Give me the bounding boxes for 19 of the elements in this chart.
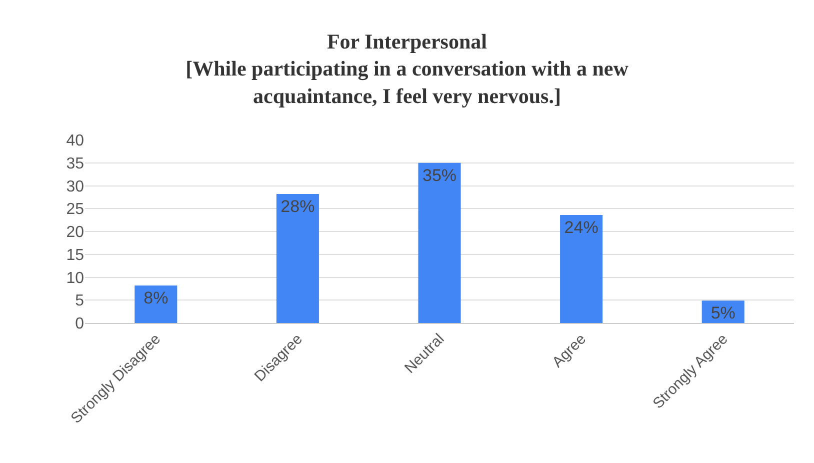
y-tick-label: 35	[66, 155, 84, 172]
data-label: 35%	[422, 166, 457, 185]
y-tick-label: 25	[66, 201, 84, 218]
data-label: 24%	[564, 218, 598, 238]
y-tick-label: 40	[66, 132, 84, 150]
y-tick-label: 15	[66, 246, 84, 264]
bar	[418, 162, 461, 323]
data-label: 8%	[144, 288, 168, 308]
bar	[560, 215, 603, 323]
data-label: 28%	[280, 196, 315, 216]
bar	[134, 285, 178, 323]
chart-title: For Interpersonal [While participating in a conversation with a new acquaintance, I feel very nervous.]	[186, 29, 630, 108]
bar	[276, 194, 319, 323]
data-label: 5%	[710, 304, 736, 323]
y-tick-label: 30	[66, 178, 84, 196]
y-tick-label: 5	[75, 292, 84, 310]
y-tick-label: 0	[75, 316, 84, 333]
y-tick-label: 20	[66, 224, 84, 242]
y-tick-label: 10	[66, 270, 84, 287]
